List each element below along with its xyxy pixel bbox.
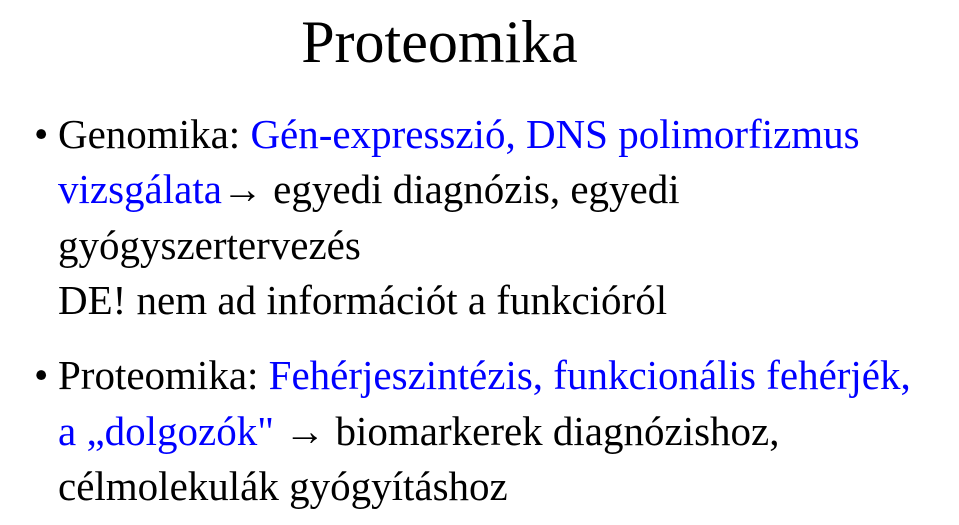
bullet-item-0: Genomika: Gén-expresszió, DNS polimorfiz…	[34, 107, 929, 328]
arrow-icon: →	[222, 166, 273, 212]
bullet-0-trailing: DE! nem ad információt a funkcióról	[58, 277, 667, 323]
bullet-item-1: Proteomika: Fehérjeszintézis, funkcionál…	[34, 348, 929, 514]
slide-title: Proteomika	[0, 8, 929, 77]
bullet-1-seg-0: Proteomika:	[58, 352, 269, 398]
arrow-icon: →	[284, 408, 335, 454]
bullet-list: Genomika: Gén-expresszió, DNS polimorfiz…	[30, 107, 929, 514]
slide-container: Proteomika Genomika: Gén-expresszió, DNS…	[0, 0, 959, 525]
bullet-0-seg-0: Genomika:	[58, 111, 250, 157]
